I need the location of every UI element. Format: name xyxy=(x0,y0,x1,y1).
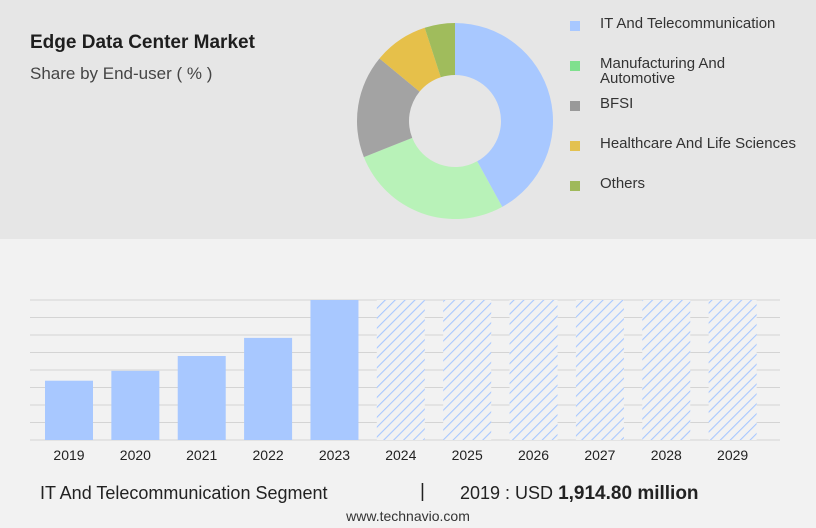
footer-value: 2019 : USD 1,914.80 million xyxy=(460,483,699,505)
legend-label: Others xyxy=(600,175,646,192)
legend-label: IT And Telecommunication xyxy=(600,15,776,32)
legend-item: Healthcare And Life Sciences xyxy=(570,136,800,151)
donut-slice-3 xyxy=(379,27,441,92)
donut-slice-1 xyxy=(363,137,503,219)
x-tick-label: 2024 xyxy=(385,447,416,463)
bar-2022 xyxy=(244,337,293,440)
footer-value-prefix: 2019 : USD xyxy=(460,483,554,503)
footer-segment: IT And Telecommunication Segment xyxy=(40,483,328,503)
legend-swatch xyxy=(570,141,580,151)
legend-swatch xyxy=(570,61,580,71)
forecast-bar-2027 xyxy=(575,300,624,440)
bar-2021 xyxy=(177,356,226,440)
legend-swatch xyxy=(570,181,580,191)
forecast-bar-2024 xyxy=(376,300,425,440)
footer-value-amount: 1,914.80 million xyxy=(558,483,699,504)
legend-item: BFSI xyxy=(570,96,800,111)
forecast-bar-2028 xyxy=(642,300,691,440)
donut-slice-4 xyxy=(424,23,455,78)
x-tick-label: 2026 xyxy=(518,447,549,463)
bar-chart: 2019 2020 2021 2022 2023 2024 2025 2026 2027 2028… xyxy=(30,299,780,463)
forecast-bar-2025 xyxy=(443,300,492,440)
bar-2019 xyxy=(45,380,93,440)
forecast-bar-2026 xyxy=(509,300,558,440)
donut-chart xyxy=(357,23,553,219)
x-tick-label: 2020 xyxy=(120,447,151,463)
footer-separator: | xyxy=(420,481,425,502)
legend-item: IT And Telecommunication xyxy=(570,16,800,31)
forecast-bar-2029 xyxy=(708,300,757,440)
x-tick-label: 2029 xyxy=(717,447,748,463)
donut-slice-0 xyxy=(455,23,553,207)
bar-2023 xyxy=(310,300,359,440)
legend-swatch xyxy=(570,101,580,111)
x-tick-label: 2021 xyxy=(186,447,217,463)
x-tick-label: 2019 xyxy=(53,447,84,463)
footer-url[interactable]: www.technavio.com xyxy=(346,508,470,524)
donut-slice-2 xyxy=(357,58,420,158)
chart-title: Edge Data Center Market xyxy=(30,32,255,53)
legend-swatch xyxy=(570,21,580,31)
chart-subtitle: Share by End-user ( % ) xyxy=(30,64,213,83)
legend-label: BFSI xyxy=(600,95,634,112)
legend-item: Manufacturing And Automotive xyxy=(570,56,800,86)
x-tick-label: 2028 xyxy=(651,447,682,463)
legend-item: Others xyxy=(570,176,800,191)
x-tick-label: 2027 xyxy=(584,447,615,463)
x-tick-label: 2023 xyxy=(319,447,350,463)
x-tick-label: 2025 xyxy=(452,447,483,463)
legend-label: Healthcare And Life Sciences xyxy=(600,135,796,152)
bar-2020 xyxy=(111,370,160,440)
x-tick-label: 2022 xyxy=(253,447,284,463)
legend-label: Manufacturing And Automotive xyxy=(600,55,726,87)
